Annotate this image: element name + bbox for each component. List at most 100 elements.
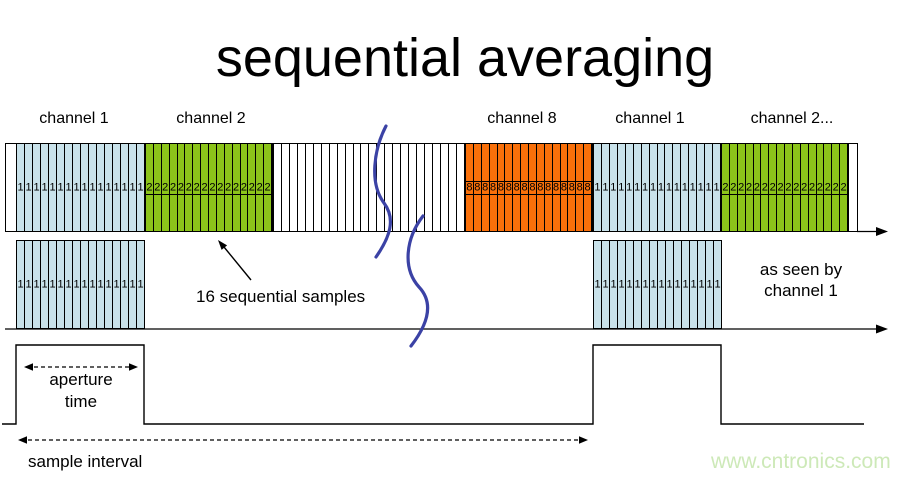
sample-stripe: 2 (801, 144, 809, 231)
sample-digit: 2 (201, 181, 208, 193)
sample-stripe (441, 144, 449, 231)
sample-digit: 1 (89, 181, 96, 193)
sample-stripe: 1 (594, 241, 602, 328)
sample-stripe: 1 (634, 144, 642, 231)
sample-digit: 1 (25, 181, 32, 193)
sample-stripe: 2 (793, 144, 801, 231)
sample-stripe: 2 (178, 144, 186, 231)
sample-stripe: 2 (769, 144, 778, 231)
sample-digit: 1 (698, 278, 705, 290)
sample-stripe (417, 144, 426, 231)
sample-digit: 2 (146, 181, 153, 193)
sample-digit: 1 (634, 181, 641, 193)
sample-stripe: 8 (553, 144, 561, 231)
sample-stripe: 2 (840, 144, 848, 231)
sample-stripe: 1 (97, 241, 105, 328)
sample-stripe: 1 (610, 241, 618, 328)
sample-stripe: 1 (714, 241, 721, 328)
sample-digit: 1 (137, 181, 144, 193)
digit-baseline-rule (466, 193, 592, 195)
sample-stripe (306, 144, 314, 231)
sample-digit: 2 (209, 181, 216, 193)
sample-digit: 1 (113, 278, 120, 290)
sample-stripe: 1 (49, 241, 57, 328)
sample-digit: 8 (482, 181, 489, 193)
row1-block-omitted-channels (273, 143, 465, 232)
sample-digit: 1 (49, 278, 56, 290)
timeline-1-arrow (857, 227, 888, 236)
sample-digit: 1 (642, 278, 649, 290)
diagram-title: sequential averaging (215, 28, 715, 88)
sample-digit: 1 (681, 181, 688, 193)
sample-stripe: 2 (754, 144, 762, 231)
sample-digit: 2 (225, 181, 232, 193)
sample-digit: 2 (264, 181, 271, 193)
sample-digit: 2 (769, 181, 776, 193)
sample-stripe: 1 (697, 144, 706, 231)
sample-stripe: 1 (658, 241, 666, 328)
sample-stripe: 1 (650, 241, 658, 328)
sample-stripe: 1 (658, 144, 666, 231)
sample-digit: 1 (73, 181, 80, 193)
sample-digit: 1 (626, 278, 633, 290)
sample-stripe: 1 (618, 241, 626, 328)
sample-stripe: 1 (113, 241, 121, 328)
sample-stripe (282, 144, 290, 231)
sample-stripe: 1 (129, 144, 137, 231)
aperture-line1: aperture (49, 370, 113, 389)
sample-pulse-waveform (2, 344, 864, 425)
sample-interval-arrow (18, 436, 588, 444)
sample-digit: 2 (832, 181, 839, 193)
sample-stripe: 1 (690, 241, 698, 328)
sample-stripe (409, 144, 418, 231)
sample-stripe: 2 (162, 144, 170, 231)
sample-stripe: 2 (170, 144, 178, 231)
sample-digit: 2 (162, 181, 169, 193)
sample-stripe: 8 (482, 144, 490, 231)
sample-digit: 2 (816, 181, 823, 193)
sample-stripe: 1 (97, 144, 105, 231)
sample-digit: 1 (57, 278, 64, 290)
sample-digit: 1 (626, 181, 633, 193)
sample-stripe: 1 (113, 144, 121, 231)
sample-digit: 1 (41, 278, 48, 290)
sample-digit: 2 (746, 181, 753, 193)
digit-baseline-rule (722, 193, 848, 195)
sample-stripe (338, 144, 346, 231)
as-seen-by-line2: channel 1 (764, 281, 838, 300)
sample-digit: 1 (610, 278, 617, 290)
digit-topline-rule (466, 180, 592, 182)
aperture-time-label: aperture time (49, 369, 112, 413)
sample-stripe: 1 (673, 144, 682, 231)
sample-stripe: 1 (665, 144, 674, 231)
sample-stripe: 1 (706, 241, 714, 328)
sample-stripe: 1 (33, 144, 41, 231)
sample-stripe: 2 (217, 144, 225, 231)
as-seen-by-label: as seen by channel 1 (760, 259, 842, 301)
sample-digit: 2 (824, 181, 831, 193)
sample-stripe: 1 (33, 241, 41, 328)
sample-stripe: 1 (121, 241, 129, 328)
sample-digit: 8 (568, 181, 575, 193)
sample-stripe: 1 (57, 241, 65, 328)
sample-digit: 1 (49, 181, 56, 193)
sample-stripe: 1 (626, 144, 634, 231)
sample-digit: 8 (497, 181, 504, 193)
sample-digit: 2 (801, 181, 808, 193)
sample-stripe: 1 (681, 144, 690, 231)
sample-stripe (385, 144, 394, 231)
sample-stripe: 1 (105, 144, 113, 231)
sample-digit: 2 (193, 181, 200, 193)
sample-stripe: 1 (137, 144, 144, 231)
channel-label-2: channel 2 (176, 110, 246, 127)
sample-digit: 8 (545, 181, 552, 193)
sample-digit: 1 (658, 278, 665, 290)
sample-digit: 1 (129, 181, 136, 193)
sample-digit: 1 (602, 181, 609, 193)
sample-digit: 1 (618, 278, 625, 290)
sample-stripe: 2 (209, 144, 217, 231)
sample-stripe (330, 144, 338, 231)
sample-stripe: 1 (73, 144, 81, 231)
